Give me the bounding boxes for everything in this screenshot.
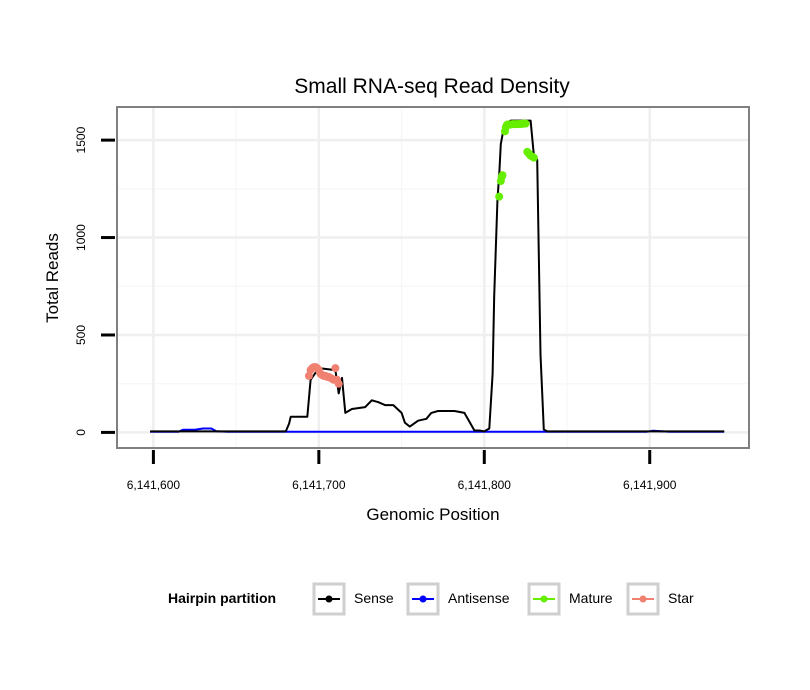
x-axis-title: Genomic Position [366,505,499,524]
legend-key-point-sense [325,595,333,603]
series-line-sense [150,119,725,433]
chart-title: Small RNA-seq Read Density [294,75,570,98]
data-point-mature [521,119,530,128]
data-point-mature [495,192,504,201]
data-point-mature [498,171,507,180]
x-tick-label: 6,141,600 [127,478,181,492]
legend-key-point-mature [540,595,548,603]
data-point-star [334,379,343,388]
y-tick-label: 1500 [74,126,88,153]
y-axis: 0 500 1000 1500 [74,126,115,436]
y-tick-label: 500 [74,325,88,345]
plot-border [116,106,750,449]
series-lines [150,119,725,433]
legend-label-sense: Sense [354,590,394,606]
x-tick-label: 6,141,800 [458,478,512,492]
legend-key-point-antisense [419,595,427,603]
plot-panel [117,107,749,448]
y-tick-label: 0 [74,429,88,436]
legend-label-star: Star [668,590,694,606]
data-point-star [331,364,340,373]
x-tick-label: 6,141,700 [292,478,346,492]
y-tick-label: 1000 [74,224,88,251]
legend-title: Hairpin partition [168,590,276,606]
x-tick-label: 6,141,900 [623,478,677,492]
x-axis: 6,141,600 6,141,700 6,141,800 6,141,900 [127,450,677,492]
legend-label-antisense: Antisense [448,590,510,606]
legend: Hairpin partition Sense Antisense Mature St… [168,582,694,616]
legend-label-mature: Mature [569,590,613,606]
y-axis-title: Total Reads [43,233,62,323]
legend-key-point-star [639,595,647,603]
data-point-mature [529,153,538,162]
series-points [304,119,538,388]
